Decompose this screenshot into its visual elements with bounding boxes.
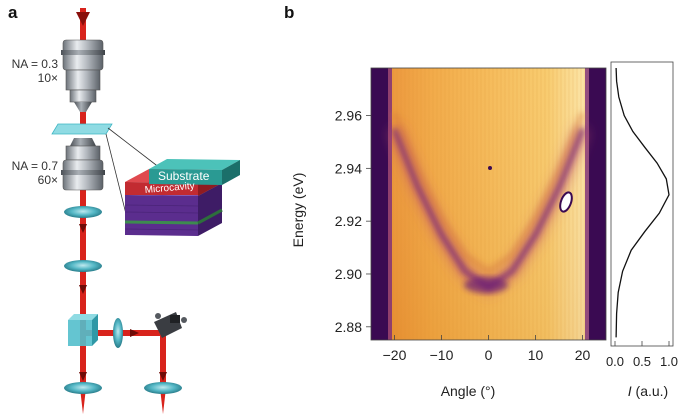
intensity-line bbox=[615, 67, 670, 338]
mirror-icon bbox=[154, 312, 187, 338]
beam-arrow-icon bbox=[79, 285, 87, 294]
beam-arrow-icon bbox=[130, 329, 139, 337]
panel-b: b −20 −10 0 10 20 2.88 2.90 2.92 2.94 2.96 Energy… bbox=[284, 3, 678, 399]
panel-a-label: a bbox=[8, 3, 18, 22]
bottom-objective-magnification: 60× bbox=[38, 173, 58, 187]
x-tick-label: 0 bbox=[485, 347, 493, 363]
intensity-tick-label: 1.0 bbox=[660, 354, 678, 369]
heatmap-edge-band bbox=[589, 68, 606, 340]
y-tick-label: 2.88 bbox=[335, 319, 362, 335]
objective-60x-icon bbox=[61, 138, 105, 191]
dispersion-upper-branch bbox=[391, 111, 586, 275]
panel-a: a NA = 0.3 10× bbox=[8, 3, 240, 414]
microcavity-label: Microcavity bbox=[144, 181, 195, 196]
laser-beam bbox=[76, 8, 167, 414]
objective-10x-icon bbox=[61, 39, 105, 112]
intensity-x-label-symbol: I bbox=[628, 383, 632, 399]
panel-b-label: b bbox=[284, 3, 294, 22]
y-tick-label: 2.92 bbox=[335, 213, 362, 229]
intensity-tick-label: 0.0 bbox=[606, 354, 624, 369]
beam-arrow-icon bbox=[159, 372, 167, 381]
hotspot-marker bbox=[559, 191, 573, 213]
top-objective-na: NA = 0.3 bbox=[12, 57, 59, 71]
y-tick-label: 2.94 bbox=[335, 160, 362, 176]
x-tick-label: −20 bbox=[383, 347, 407, 363]
beam-arrow-icon bbox=[79, 224, 87, 233]
intensity-axes: 0.0 0.5 1.0 bbox=[606, 341, 678, 369]
heatmap-edge-band bbox=[371, 68, 388, 340]
y-tick-label: 2.90 bbox=[335, 266, 362, 282]
lens-icon bbox=[113, 318, 123, 348]
y-axis-label: Energy (eV) bbox=[290, 173, 306, 248]
heatmap-plot bbox=[371, 68, 606, 340]
lens-icon bbox=[144, 382, 182, 394]
defect-dot bbox=[488, 166, 492, 170]
lens-icon bbox=[64, 260, 102, 272]
sample-plate-icon bbox=[51, 123, 113, 135]
lens-icon bbox=[64, 206, 102, 218]
heatmap-axes: −20 −10 0 10 20 2.88 2.90 2.92 2.94 2.96 bbox=[335, 108, 591, 363]
beam-splitter-icon bbox=[68, 314, 98, 346]
beam-arrow-icon bbox=[79, 372, 87, 381]
beam-arrow-icon bbox=[76, 12, 90, 26]
sample-stack bbox=[124, 159, 240, 236]
intensity-x-label: I (a.u.) bbox=[628, 383, 668, 399]
substrate-label: Substrate bbox=[158, 169, 210, 183]
intensity-tick-label: 0.5 bbox=[633, 354, 651, 369]
bottom-objective-na: NA = 0.7 bbox=[12, 159, 59, 173]
top-objective-magnification: 10× bbox=[38, 71, 58, 85]
x-tick-label: 20 bbox=[575, 347, 591, 363]
intensity-x-label-unit: (a.u.) bbox=[632, 383, 669, 399]
dispersion-minimum bbox=[464, 277, 508, 293]
y-tick-label: 2.96 bbox=[335, 108, 362, 124]
x-tick-label: 10 bbox=[528, 347, 544, 363]
x-tick-label: −10 bbox=[430, 347, 454, 363]
lens-icon bbox=[64, 382, 102, 394]
x-axis-label: Angle (°) bbox=[441, 383, 496, 399]
